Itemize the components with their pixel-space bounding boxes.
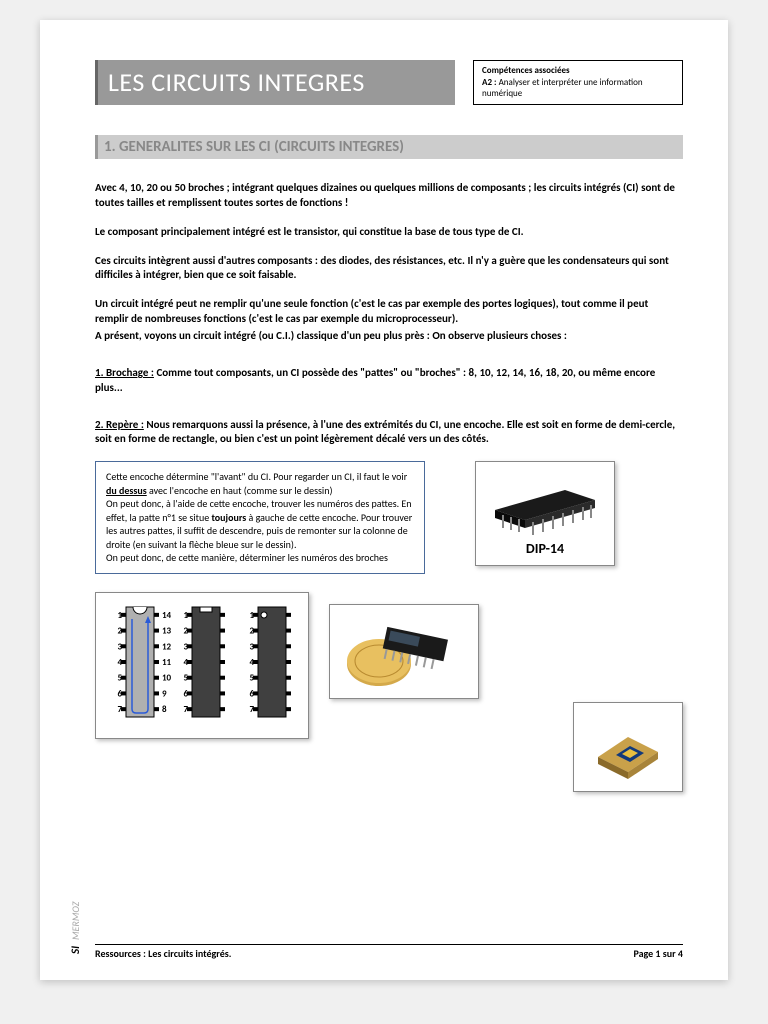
competences-box: Compétences associées A2 : Analyser et i… <box>473 60 683 105</box>
svg-text:2: 2 <box>183 625 188 636</box>
svg-text:3: 3 <box>183 641 188 652</box>
info-l3: On peut donc, de cette manière, détermin… <box>106 551 388 564</box>
svg-text:1: 1 <box>249 610 254 621</box>
info-l1b: du dessus <box>106 484 147 497</box>
svg-text:4: 4 <box>183 657 188 668</box>
side-mermoz: MERMOZ <box>69 902 82 940</box>
side-si: SI <box>69 946 82 954</box>
chip-coin-icon <box>334 609 474 694</box>
cpu-icon <box>578 707 678 787</box>
dip14-image: DIP-14 <box>475 461 615 566</box>
cpu-image-wrap <box>573 702 683 792</box>
svg-text:6: 6 <box>249 688 254 699</box>
page-title: LES CIRCUITS INTEGRES <box>95 60 455 105</box>
repere-text: Nous remarquons aussi la présence, à l'u… <box>95 418 675 446</box>
svg-text:4: 4 <box>249 657 254 668</box>
para-1: Avec 4, 10, 20 ou 50 broches ; intégrant… <box>95 181 683 211</box>
competences-label: Compétences associées <box>482 65 570 76</box>
para-5: A présent, voyons un circuit intégré (ou… <box>95 329 683 344</box>
svg-text:5: 5 <box>117 672 122 683</box>
svg-text:5: 5 <box>249 672 254 683</box>
chip-icon <box>485 470 605 540</box>
chip-coin-image <box>329 604 479 699</box>
svg-text:2: 2 <box>117 625 122 636</box>
info-l1a: Cette encoche détermine "l'avant" du CI.… <box>106 470 407 483</box>
info-l2b: toujours <box>211 511 246 524</box>
brochage-label: 1. Brochage : <box>95 366 154 379</box>
competences-code: A2 : <box>482 77 497 88</box>
dip14-group: DIP-14 <box>475 461 615 574</box>
competences-text: Analyser et interpréter une information … <box>482 77 643 100</box>
header-row: LES CIRCUITS INTEGRES Compétences associ… <box>95 60 683 105</box>
page: LES CIRCUITS INTEGRES Compétences associ… <box>40 20 728 980</box>
dip14-label: DIP-14 <box>526 540 564 557</box>
info-box: Cette encoche détermine "l'avant" du CI.… <box>95 461 425 574</box>
svg-text:3: 3 <box>117 641 122 652</box>
footer: Ressources : Les circuits intégrés. Page… <box>95 944 683 960</box>
svg-text:5: 5 <box>183 672 188 683</box>
svg-text:7: 7 <box>183 704 188 715</box>
svg-text:2: 2 <box>249 625 254 636</box>
footer-left: Ressources : Les circuits intégrés. <box>95 947 231 960</box>
svg-text:11: 11 <box>162 657 172 668</box>
svg-text:6: 6 <box>183 688 188 699</box>
repere-label: 2. Repère : <box>95 418 144 431</box>
svg-text:9: 9 <box>162 688 167 699</box>
svg-text:10: 10 <box>162 672 172 683</box>
para-4: Un circuit intégré peut ne remplir qu'un… <box>95 297 683 327</box>
svg-text:6: 6 <box>117 688 122 699</box>
svg-text:1: 1 <box>183 610 188 621</box>
para-2: Le composant principalement intégré est … <box>95 225 683 240</box>
svg-text:14: 14 <box>162 610 172 621</box>
para-3: Ces circuits intègrent aussi d'autres co… <box>95 254 683 284</box>
brochage-text: Comme tout composants, un CI possède des… <box>95 366 655 394</box>
pin-diagram: 114213312411510697812345671234567 <box>95 592 309 739</box>
svg-text:13: 13 <box>162 625 172 636</box>
svg-text:12: 12 <box>162 641 172 652</box>
para-repere: 2. Repère : Nous remarquons aussi la pré… <box>95 418 683 448</box>
footer-right: Page 1 sur 4 <box>633 947 683 960</box>
svg-text:7: 7 <box>117 704 122 715</box>
info-row: Cette encoche détermine "l'avant" du CI.… <box>95 461 683 574</box>
section-title: 1. GENERALITES SUR LES CI (CIRCUITS INTE… <box>95 135 683 159</box>
svg-text:1: 1 <box>117 610 122 621</box>
pin-diagram-svg: 114213312411510697812345671234567 <box>102 599 302 729</box>
svg-text:4: 4 <box>117 657 122 668</box>
info-l1c: avec l'encoche en haut (comme sur le des… <box>147 484 333 497</box>
svg-text:7: 7 <box>249 704 254 715</box>
svg-text:8: 8 <box>162 704 167 715</box>
cpu-image <box>573 702 683 792</box>
svg-text:3: 3 <box>249 641 254 652</box>
para-brochage: 1. Brochage : Comme tout composants, un … <box>95 366 683 396</box>
